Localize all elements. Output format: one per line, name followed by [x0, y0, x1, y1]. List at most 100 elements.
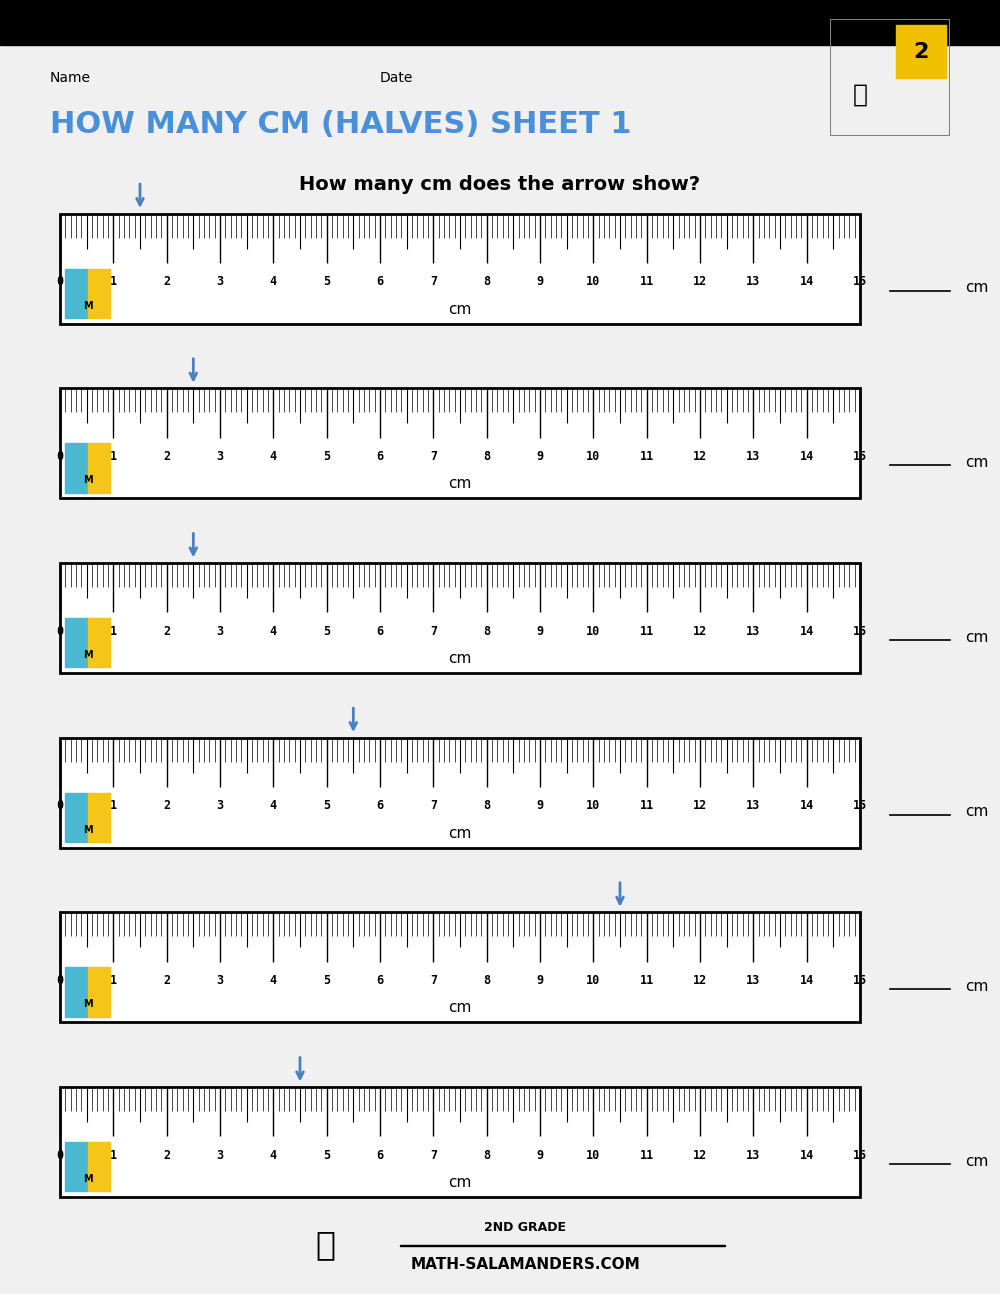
Text: 8: 8	[483, 800, 490, 813]
Text: Date: Date	[380, 71, 413, 85]
Text: 5: 5	[323, 1149, 330, 1162]
FancyBboxPatch shape	[60, 1087, 860, 1197]
Bar	[65, 268, 88, 318]
Text: 11: 11	[640, 1149, 654, 1162]
Text: 🦎: 🦎	[315, 1228, 335, 1262]
Text: 11: 11	[640, 800, 654, 813]
Text: 9: 9	[536, 276, 544, 289]
Text: cm: cm	[965, 455, 988, 470]
Text: 6: 6	[376, 450, 384, 463]
Text: 8: 8	[483, 1149, 490, 1162]
Text: 11: 11	[640, 450, 654, 463]
Text: 5: 5	[323, 276, 330, 289]
Text: 10: 10	[586, 450, 600, 463]
Text: 0: 0	[56, 1149, 64, 1162]
Text: 4: 4	[270, 974, 277, 987]
Text: 14: 14	[800, 276, 814, 289]
Text: 15: 15	[853, 276, 867, 289]
Text: 15: 15	[853, 625, 867, 638]
Text: 7: 7	[430, 1149, 437, 1162]
Text: 10: 10	[586, 1149, 600, 1162]
Text: 7: 7	[430, 974, 437, 987]
FancyBboxPatch shape	[60, 388, 860, 498]
Text: 10: 10	[586, 800, 600, 813]
Text: 3: 3	[216, 625, 224, 638]
Bar	[0, 0, 1000, 45]
Text: 12: 12	[693, 450, 707, 463]
Bar	[65, 443, 88, 493]
Text: 8: 8	[483, 974, 490, 987]
Text: 2ND GRADE: 2ND GRADE	[484, 1222, 566, 1234]
Text: 1: 1	[110, 974, 117, 987]
Text: 11: 11	[640, 625, 654, 638]
Text: 5: 5	[323, 974, 330, 987]
Text: 15: 15	[853, 1149, 867, 1162]
Text: 4: 4	[270, 276, 277, 289]
Text: 13: 13	[746, 974, 760, 987]
Bar	[88, 792, 110, 842]
Text: 12: 12	[693, 974, 707, 987]
Text: 11: 11	[640, 974, 654, 987]
Text: 0: 0	[56, 450, 64, 463]
Bar	[88, 268, 110, 318]
Text: 3: 3	[216, 276, 224, 289]
Text: 10: 10	[586, 625, 600, 638]
Text: 15: 15	[853, 800, 867, 813]
Text: 13: 13	[746, 450, 760, 463]
Text: 15: 15	[853, 450, 867, 463]
Text: cm: cm	[965, 630, 988, 644]
Text: M: M	[83, 650, 92, 660]
Text: 5: 5	[323, 625, 330, 638]
Text: 9: 9	[536, 974, 544, 987]
Bar	[65, 1141, 88, 1192]
Text: 1: 1	[110, 276, 117, 289]
Bar	[896, 25, 946, 78]
Text: 4: 4	[270, 800, 277, 813]
Text: 4: 4	[270, 450, 277, 463]
Text: 0: 0	[56, 800, 64, 813]
Text: 14: 14	[800, 625, 814, 638]
Text: 7: 7	[430, 625, 437, 638]
Text: 5: 5	[323, 450, 330, 463]
Text: 1: 1	[110, 1149, 117, 1162]
Text: 1: 1	[110, 800, 117, 813]
Text: 4: 4	[270, 625, 277, 638]
Text: M: M	[83, 999, 92, 1009]
Text: 6: 6	[376, 625, 384, 638]
Text: cm: cm	[448, 476, 472, 492]
Text: 2: 2	[914, 41, 929, 62]
Text: 3: 3	[216, 1149, 224, 1162]
Text: 🦎: 🦎	[852, 83, 868, 107]
Text: 1: 1	[110, 450, 117, 463]
Text: 7: 7	[430, 450, 437, 463]
Bar	[88, 1141, 110, 1192]
Text: cm: cm	[965, 980, 988, 994]
FancyBboxPatch shape	[60, 563, 860, 673]
Text: 3: 3	[216, 800, 224, 813]
Text: 10: 10	[586, 974, 600, 987]
Text: 0: 0	[56, 625, 64, 638]
Text: 0: 0	[56, 276, 64, 289]
Text: 9: 9	[536, 625, 544, 638]
Text: 12: 12	[693, 276, 707, 289]
Text: 2: 2	[163, 276, 170, 289]
Text: 2: 2	[163, 1149, 170, 1162]
Text: 9: 9	[536, 800, 544, 813]
Text: 14: 14	[800, 450, 814, 463]
Text: 6: 6	[376, 276, 384, 289]
Text: M: M	[83, 1174, 92, 1184]
Text: 4: 4	[270, 1149, 277, 1162]
Text: cm: cm	[448, 826, 472, 841]
Text: 6: 6	[376, 974, 384, 987]
Text: 3: 3	[216, 974, 224, 987]
Text: cm: cm	[965, 281, 988, 295]
Text: 14: 14	[800, 974, 814, 987]
FancyBboxPatch shape	[60, 214, 860, 324]
Text: 14: 14	[800, 800, 814, 813]
Text: 3: 3	[216, 450, 224, 463]
Bar	[65, 619, 88, 668]
Text: 7: 7	[430, 276, 437, 289]
Text: 9: 9	[536, 1149, 544, 1162]
Text: M: M	[83, 475, 92, 485]
Text: M: M	[83, 300, 92, 311]
